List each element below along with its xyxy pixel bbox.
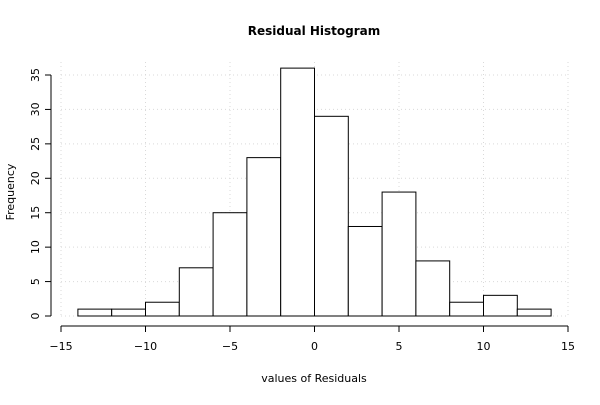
x-tick-label: −15 <box>49 340 72 353</box>
histogram-bar <box>111 308 146 317</box>
y-axis: 0 5 10 15 20 25 30 35 <box>29 68 52 320</box>
x-tick-label: −10 <box>134 340 157 353</box>
y-axis-label: Frequency <box>4 163 17 220</box>
histogram-bars <box>77 67 552 317</box>
x-axis: −15 −10 −5 0 5 10 15 <box>49 325 575 353</box>
histogram-bar <box>314 115 349 317</box>
y-tick-label: 30 <box>29 102 42 116</box>
y-tick-label: 15 <box>29 206 42 220</box>
histogram-bar <box>246 157 282 317</box>
x-tick-label: 15 <box>561 340 575 353</box>
x-tick-label: 0 <box>311 340 318 353</box>
histogram-bar <box>178 267 214 317</box>
histogram-bar <box>212 212 248 317</box>
y-tick-label: 10 <box>29 240 42 254</box>
histogram-bar <box>483 294 518 317</box>
y-tick-label: 0 <box>29 313 42 320</box>
x-axis-label: values of Residuals <box>261 372 367 385</box>
histogram-bar <box>347 225 383 317</box>
histogram-bar <box>381 191 417 317</box>
histogram-bar <box>415 260 451 317</box>
histogram-bar <box>77 308 113 317</box>
y-tick-label: 5 <box>29 278 42 285</box>
histogram-bar <box>516 308 552 317</box>
histogram-bar <box>280 67 316 317</box>
y-tick-label: 35 <box>29 68 42 82</box>
x-tick-label: −5 <box>222 340 238 353</box>
x-tick-label: 5 <box>396 340 403 353</box>
y-tick-label: 20 <box>29 171 42 185</box>
x-tick-label: 10 <box>477 340 491 353</box>
histogram-bar <box>449 301 485 317</box>
y-tick-label: 25 <box>29 137 42 151</box>
histogram-bar <box>145 301 180 317</box>
chart-title: Residual Histogram <box>248 24 381 38</box>
